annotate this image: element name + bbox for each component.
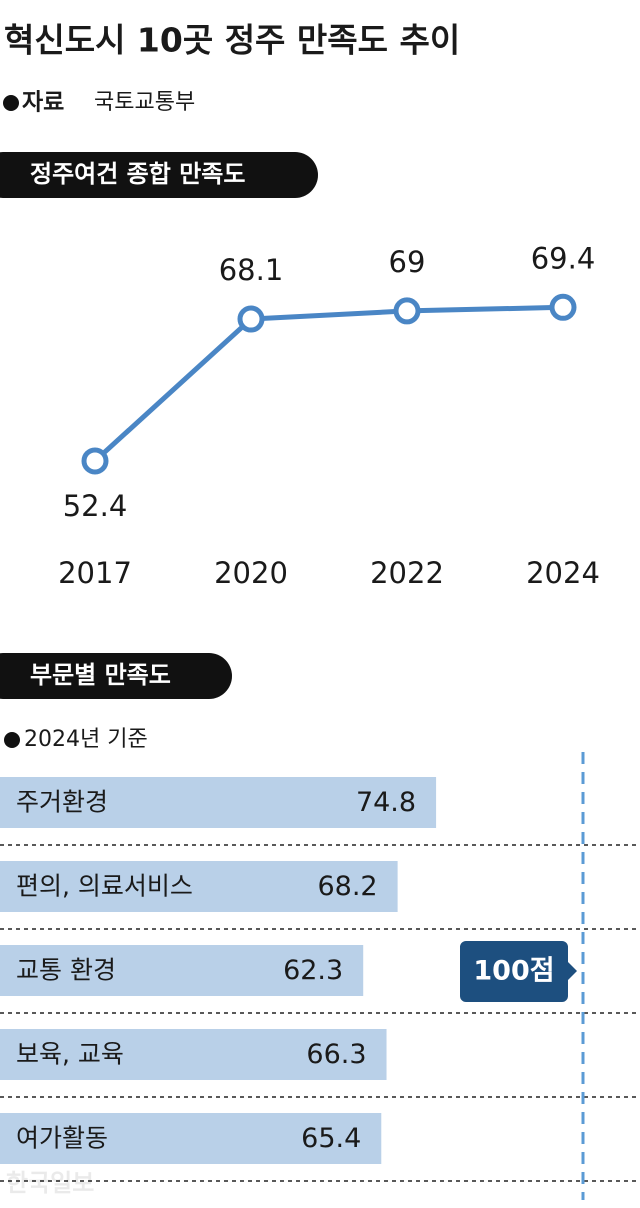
section-title: 정주여건 종합 만족도 [30, 160, 245, 188]
source-label: 자료 [22, 90, 64, 116]
point [549, 293, 577, 321]
value-label: 66.3 [306, 1039, 366, 1070]
category-label: 교통 환경 [16, 956, 116, 985]
x-tick-label: 2024 [526, 556, 600, 590]
category-label: 여가활동 [16, 1124, 108, 1153]
page-title: 혁신도시 10곳 정주 만족도 추이 [4, 21, 460, 60]
line-chart: 52.4 2017 68.1 2020 69 2022 69.4 2024 [58, 241, 600, 590]
bullet [4, 732, 20, 748]
bar-chart: 주거환경 74.8 편의, 의료서비스 68.2 교통 환경 62.3 보육, 교육 66.3… [0, 752, 640, 1200]
bar [0, 861, 398, 912]
value-label: 69.4 [531, 241, 596, 275]
section-title: 부문별 만족도 [30, 661, 171, 689]
value-label: 68.1 [219, 253, 284, 287]
section-subtitle: 2024년 기준 [24, 727, 148, 752]
value-label: 65.4 [301, 1123, 361, 1154]
section-pill [0, 653, 232, 699]
reference-callout [460, 941, 577, 1002]
bullet [3, 95, 19, 111]
watermark: 한국일보 [6, 1169, 94, 1197]
x-tick-label: 2017 [58, 556, 132, 590]
value-label: 68.2 [317, 871, 377, 902]
point [237, 305, 265, 333]
bar [0, 1113, 382, 1164]
bar [0, 777, 437, 828]
section-pill [0, 152, 318, 198]
x-tick-label: 2020 [214, 556, 288, 590]
category-label: 보육, 교육 [16, 1040, 124, 1069]
value-label: 74.8 [356, 787, 416, 818]
value-label: 62.3 [283, 955, 343, 986]
category-label: 주거환경 [16, 788, 108, 817]
category-label: 편의, 의료서비스 [16, 872, 193, 901]
source: 국토교통부 [94, 90, 195, 115]
point [393, 297, 421, 325]
value-label: 69 [389, 245, 426, 279]
bar [0, 945, 364, 996]
x-tick-label: 2022 [370, 556, 444, 590]
point [81, 447, 109, 475]
value-label: 52.4 [63, 489, 128, 523]
reference-label: 100점 [473, 956, 554, 987]
line [93, 304, 564, 463]
bar [0, 1029, 387, 1080]
